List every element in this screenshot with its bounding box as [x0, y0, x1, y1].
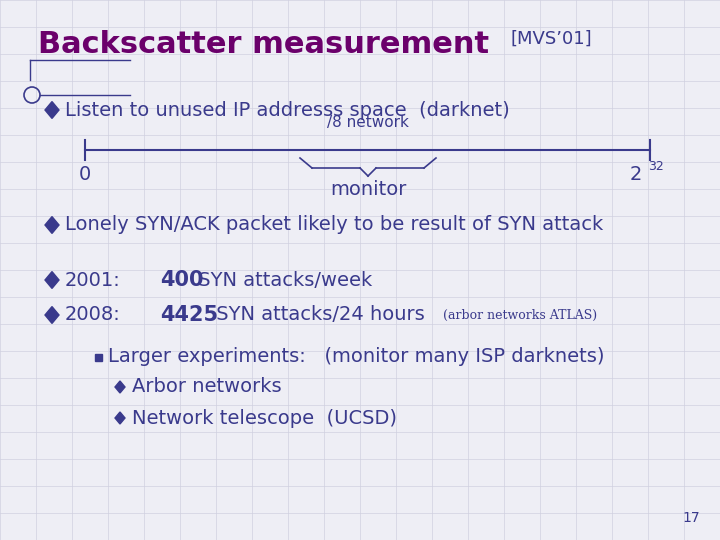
Polygon shape — [115, 412, 125, 424]
Text: 2: 2 — [629, 165, 642, 184]
Text: (arbor networks ATLAS): (arbor networks ATLAS) — [435, 308, 597, 321]
Text: 32: 32 — [648, 160, 664, 173]
Text: 2001:: 2001: — [65, 271, 121, 289]
Text: Lonely SYN/ACK packet likely to be result of SYN attack: Lonely SYN/ACK packet likely to be resul… — [65, 215, 603, 234]
Text: Network telescope  (UCSD): Network telescope (UCSD) — [132, 408, 397, 428]
Polygon shape — [45, 272, 59, 288]
Text: Listen to unused IP addresss space  (darknet): Listen to unused IP addresss space (dark… — [65, 100, 510, 119]
Polygon shape — [45, 102, 59, 118]
Text: [MVS’01]: [MVS’01] — [510, 30, 592, 48]
Polygon shape — [115, 381, 125, 393]
Text: monitor: monitor — [330, 180, 406, 199]
Text: SYN attacks/week: SYN attacks/week — [192, 271, 372, 289]
Text: Arbor networks: Arbor networks — [132, 377, 282, 396]
Text: 4425: 4425 — [160, 305, 218, 325]
Text: Backscatter measurement: Backscatter measurement — [38, 30, 489, 59]
Polygon shape — [95, 354, 102, 361]
Text: 2008:: 2008: — [65, 306, 121, 325]
Polygon shape — [45, 307, 59, 323]
Text: SYN attacks/24 hours: SYN attacks/24 hours — [210, 306, 425, 325]
Polygon shape — [45, 217, 59, 233]
Text: 0: 0 — [79, 165, 91, 184]
Text: 400: 400 — [160, 270, 204, 290]
Text: /8 network: /8 network — [327, 115, 409, 130]
Text: Larger experiments:   (monitor many ISP darknets): Larger experiments: (monitor many ISP da… — [108, 348, 605, 367]
Text: 17: 17 — [683, 511, 700, 525]
